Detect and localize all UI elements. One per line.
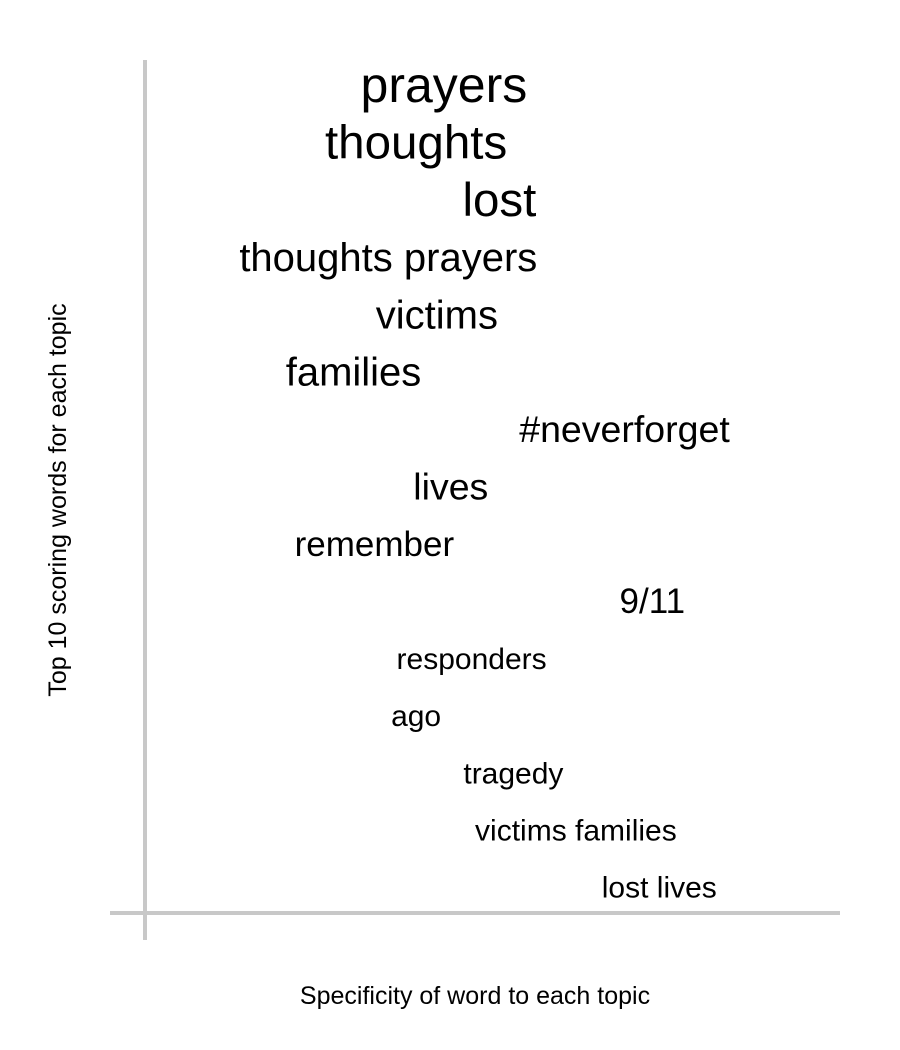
word-label: prayers	[361, 57, 528, 113]
word-label: 9/11	[620, 582, 686, 621]
word-label: tragedy	[463, 757, 563, 790]
x-axis-label: Specificity of word to each topic	[300, 982, 650, 1010]
axes	[110, 60, 840, 940]
word-label: remember	[295, 525, 455, 564]
word-label: victims	[376, 293, 498, 337]
word-label: ago	[391, 700, 441, 733]
word-label: victims families	[475, 815, 677, 848]
word-label: lost	[462, 174, 536, 227]
y-axis-label: Top 10 scoring words for each topic	[44, 303, 72, 696]
word-label: lost lives	[602, 872, 717, 905]
word-label: lives	[413, 465, 488, 507]
word-label: thoughts prayers	[239, 236, 537, 280]
word-label: #neverforget	[519, 408, 730, 450]
word-label: thoughts	[325, 117, 507, 170]
word-label: responders	[397, 643, 547, 676]
word-label: families	[286, 351, 422, 395]
